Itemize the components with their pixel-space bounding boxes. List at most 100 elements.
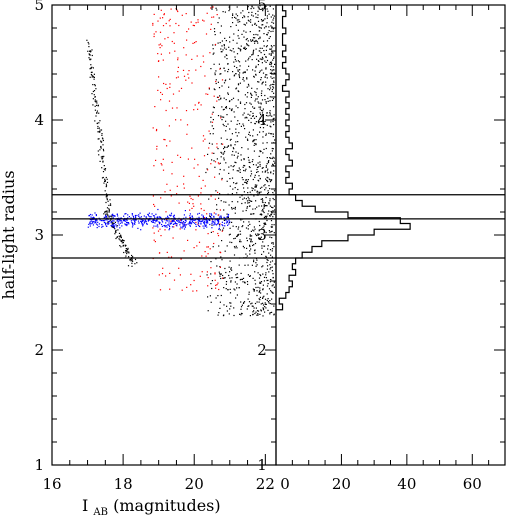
data-point — [272, 118, 274, 120]
data-point — [117, 220, 119, 222]
data-point — [213, 95, 215, 97]
data-point — [252, 52, 254, 54]
data-point — [273, 117, 275, 119]
data-point — [167, 36, 169, 39]
data-point — [230, 268, 232, 270]
data-point — [267, 213, 269, 215]
x-axis-label-rest: (magnitudes) — [113, 496, 221, 515]
data-point — [176, 9, 178, 11]
data-point — [225, 99, 227, 101]
data-point — [170, 222, 173, 224]
data-point — [203, 61, 205, 63]
data-point — [105, 201, 107, 204]
data-point — [248, 305, 250, 307]
data-point — [266, 179, 268, 181]
data-point — [263, 251, 265, 253]
data-point — [271, 26, 273, 28]
data-point — [104, 190, 106, 192]
data-point — [241, 147, 243, 149]
data-point — [197, 223, 199, 225]
data-point — [90, 71, 92, 73]
data-point — [269, 198, 271, 200]
data-point — [198, 101, 200, 103]
data-point — [242, 123, 244, 125]
data-point — [250, 175, 252, 177]
data-point — [219, 307, 221, 309]
data-point — [234, 161, 236, 163]
data-point — [107, 214, 109, 216]
data-point — [229, 308, 231, 310]
data-point — [152, 24, 154, 26]
data-point — [189, 225, 191, 227]
data-point — [215, 190, 217, 192]
data-point — [170, 195, 172, 197]
data-point — [226, 146, 228, 148]
data-point — [226, 216, 228, 218]
data-point — [132, 223, 134, 225]
data-point — [112, 223, 115, 225]
data-point — [221, 119, 223, 121]
data-point — [106, 178, 108, 180]
data-point — [231, 269, 233, 271]
data-point — [153, 239, 155, 241]
data-point — [258, 301, 260, 303]
data-point — [203, 209, 205, 211]
data-point — [216, 204, 218, 206]
data-point — [249, 205, 251, 207]
data-point — [150, 220, 153, 222]
data-point — [190, 273, 192, 275]
data-point — [130, 260, 132, 262]
data-point — [249, 235, 251, 237]
data-point — [193, 205, 195, 207]
data-point — [211, 143, 213, 145]
data-point — [212, 53, 214, 55]
data-point — [153, 225, 155, 227]
data-point — [202, 225, 204, 227]
data-point — [262, 119, 264, 122]
data-point — [155, 31, 157, 33]
data-point — [138, 215, 140, 217]
data-point — [237, 21, 239, 23]
data-point — [180, 87, 183, 89]
data-point — [235, 73, 237, 75]
data-point — [103, 182, 105, 184]
data-point — [161, 223, 163, 226]
data-point — [156, 145, 158, 147]
data-point — [219, 251, 221, 253]
data-point — [119, 227, 121, 229]
data-point — [216, 158, 218, 160]
data-point — [249, 253, 251, 255]
data-point — [262, 10, 264, 12]
data-point — [272, 210, 274, 212]
data-point — [109, 220, 111, 222]
data-point — [248, 45, 250, 47]
data-point — [271, 266, 273, 268]
x-axis-label-main: I — [82, 496, 88, 515]
data-point — [220, 137, 222, 139]
data-point — [271, 285, 273, 287]
data-point — [116, 220, 118, 222]
data-point — [267, 265, 269, 267]
data-point — [269, 113, 271, 115]
data-point — [271, 147, 273, 150]
data-point — [224, 250, 226, 252]
data-point — [217, 81, 219, 83]
data-point — [183, 187, 185, 189]
data-point — [173, 42, 175, 44]
data-point — [167, 215, 169, 217]
data-point — [271, 51, 273, 53]
data-point — [116, 213, 118, 215]
data-point — [262, 110, 264, 112]
data-point — [164, 139, 166, 141]
data-point — [249, 244, 251, 246]
data-point — [87, 50, 89, 52]
data-point — [188, 28, 190, 30]
data-point — [102, 225, 104, 227]
data-point — [209, 133, 211, 135]
data-point — [229, 302, 231, 304]
data-point — [237, 155, 239, 157]
data-point — [131, 213, 133, 215]
data-point — [104, 178, 106, 180]
data-point — [128, 223, 130, 225]
data-point — [206, 12, 208, 14]
